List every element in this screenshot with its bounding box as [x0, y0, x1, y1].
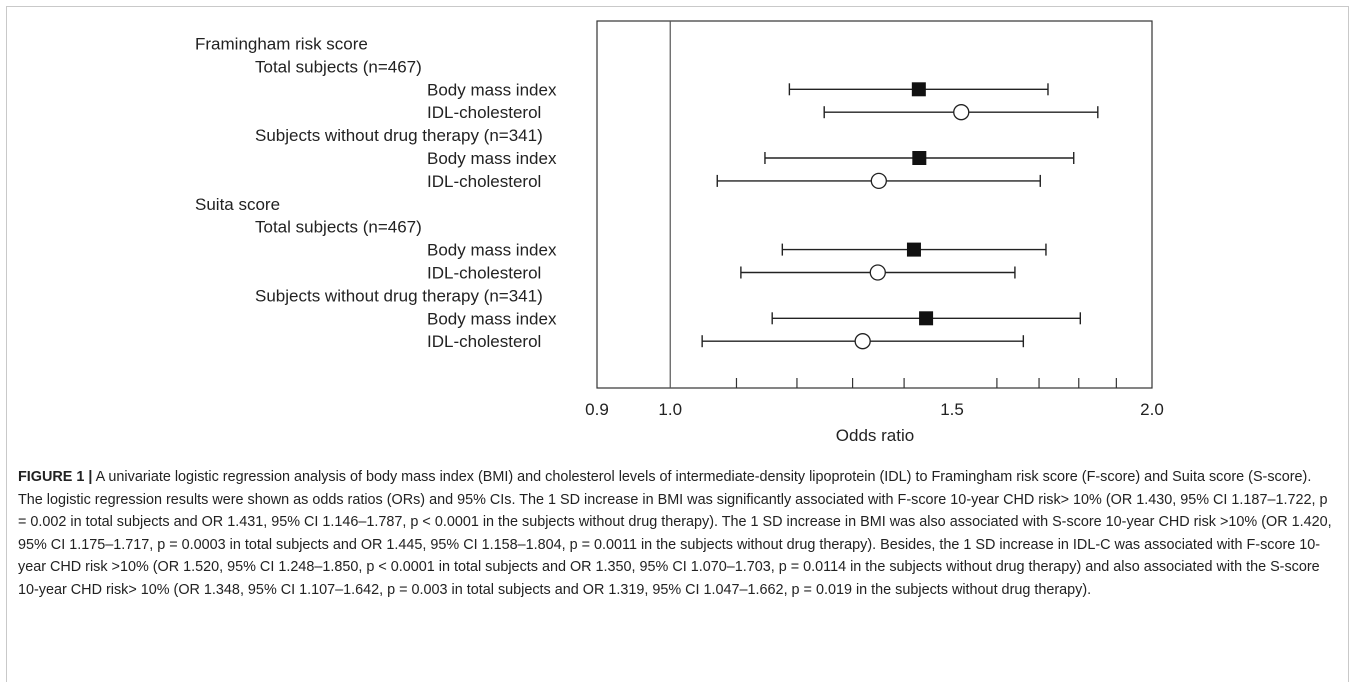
tick-label: 0.9	[585, 400, 609, 419]
row-label: Body mass index	[427, 80, 557, 99]
row-label: Total subjects (n=467)	[255, 218, 422, 237]
row-label: Body mass index	[427, 309, 557, 328]
point-estimate-square	[911, 82, 926, 97]
row-label: IDL-cholesterol	[427, 103, 541, 122]
plot-area	[596, 20, 1153, 389]
tick-label: 2.0	[1140, 400, 1164, 419]
point-estimate-circle	[869, 264, 886, 281]
figure-caption: FIGURE 1 | A univariate logistic regress…	[18, 466, 1338, 602]
point-estimate-circle	[854, 333, 871, 350]
row-label: Body mass index	[427, 149, 557, 168]
row-label: Suita score	[195, 195, 280, 214]
row-label: Total subjects (n=467)	[255, 57, 422, 76]
tick-label: 1.5	[940, 400, 964, 419]
forest-plot: Framingham risk score Total subjects (n=4…	[195, 20, 1164, 445]
row-label: IDL-cholesterol	[427, 264, 541, 283]
point-estimate-circle	[953, 104, 970, 121]
row-label: Subjects without drug therapy (n=341)	[255, 286, 543, 305]
point-estimate-square	[906, 242, 921, 257]
x-axis-label: Odds ratio	[836, 426, 914, 445]
row-label: Framingham risk score	[195, 35, 368, 54]
point-estimate-circle	[870, 172, 887, 190]
caption-text: A univariate logistic regression analysi…	[18, 469, 1332, 598]
x-axis: 0.9 1.0 1.5 2.0	[585, 378, 1164, 419]
point-estimate-square	[912, 151, 927, 165]
row-label: Body mass index	[427, 241, 557, 260]
figure-frame	[6, 6, 1349, 682]
point-estimate-square	[919, 311, 934, 326]
row-labels: Framingham risk score Total subjects (n=4…	[195, 35, 557, 352]
row-label: IDL-cholesterol	[427, 332, 541, 351]
row-label: IDL-cholesterol	[427, 172, 541, 191]
row-label: Subjects without drug therapy (n=341)	[255, 126, 543, 145]
estimates-layer	[701, 82, 1099, 350]
tick-label: 1.0	[658, 400, 682, 419]
figure-label: FIGURE 1 |	[18, 469, 93, 485]
